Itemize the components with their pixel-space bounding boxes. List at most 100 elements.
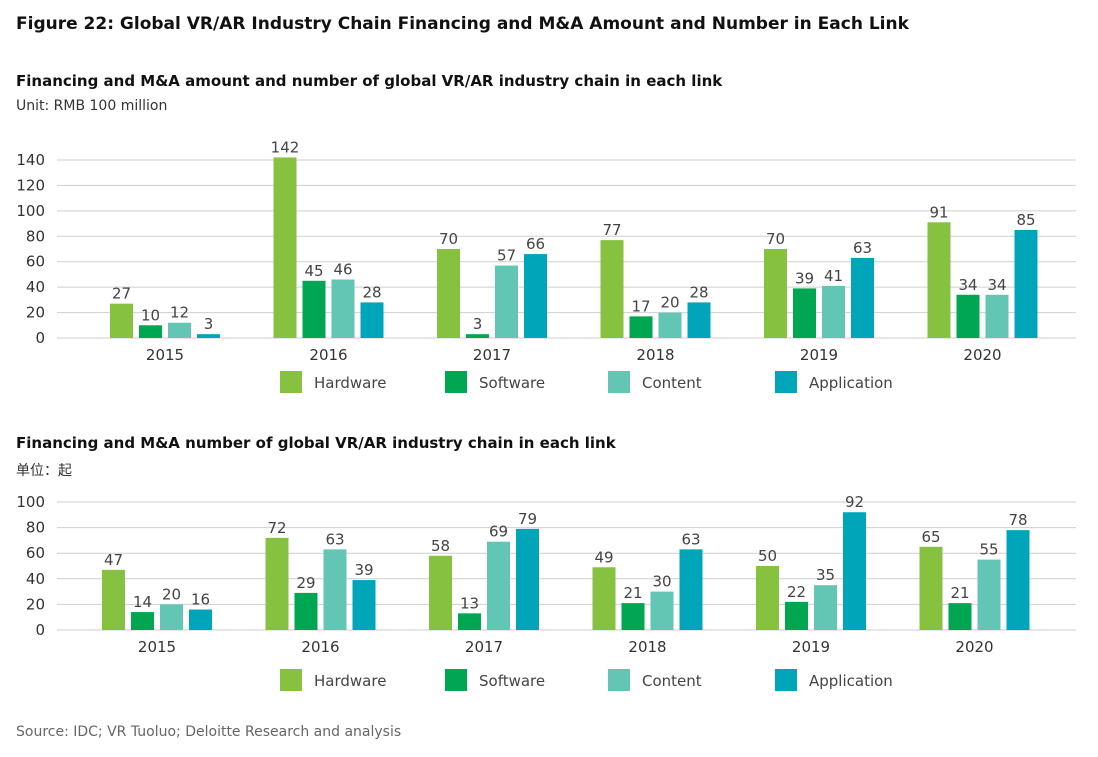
chart1-data-label: 28: [362, 283, 381, 301]
chart2-data-label: 20: [162, 585, 181, 603]
chart2-legend-swatch-content: [608, 669, 630, 691]
chart1-bar-application-2016: [360, 302, 384, 338]
chart1-y-tick-label: 120: [16, 176, 45, 194]
chart2-bar-software-2015: [131, 612, 154, 630]
chart2-legend-swatch-software: [445, 669, 467, 691]
chart1-bar-software-2019: [793, 288, 816, 338]
chart1-category-label-2020: 2020: [963, 346, 1001, 364]
chart1-bar-application-2015: [197, 334, 220, 338]
chart2-data-label: 16: [191, 591, 210, 609]
chart1-data-label: 142: [271, 138, 300, 156]
chart1-data-label: 41: [824, 267, 843, 285]
chart2-bar-application-2016: [352, 580, 376, 630]
chart2-data-label: 58: [431, 537, 450, 555]
chart2-data-label: 30: [652, 573, 671, 591]
chart1-bar-hardware-2018: [600, 240, 624, 338]
chart2-legend-label-content: Content: [642, 672, 702, 690]
source-note: Source: IDC; VR Tuoluo; Deloitte Researc…: [16, 724, 402, 740]
chart1-bar-application-2019: [851, 257, 874, 338]
chart1-data-label: 63: [853, 239, 872, 257]
chart2-legend-label-application: Application: [809, 672, 893, 690]
chart2-bar-software-2017: [458, 613, 481, 630]
chart2-data-label: 35: [816, 566, 835, 584]
chart2-data-label: 49: [594, 548, 613, 566]
chart2-data-label: 14: [133, 593, 152, 611]
chart1-bar-software-2018: [629, 316, 653, 338]
chart2-legend-label-hardware: Hardware: [314, 672, 386, 690]
chart2-data-label: 79: [518, 510, 537, 528]
chart2-y-tick-label: 20: [26, 595, 45, 613]
chart2-legend-label-software: Software: [479, 672, 545, 690]
chart1-y-tick-label: 140: [16, 151, 45, 169]
chart1-bar-software-2020: [956, 294, 980, 338]
chart1-bar-application-2017: [524, 254, 547, 338]
chart1-bar-content-2020: [985, 294, 1009, 338]
chart1-data-label: 20: [660, 294, 679, 312]
chart2-data-label: 39: [354, 561, 373, 579]
chart1-data-label: 70: [439, 230, 458, 248]
chart2-data-label: 22: [787, 583, 806, 601]
chart1-bar-software-2017: [466, 334, 489, 338]
chart2-bar-software-2019: [785, 601, 808, 630]
chart2-title: Financing and M&A number of global VR/AR…: [16, 434, 616, 452]
chart2-bar-content-2016: [323, 549, 347, 630]
chart2-bar-application-2015: [189, 609, 212, 630]
chart1-legend-swatch-hardware: [280, 371, 302, 393]
chart2-data-label: 92: [845, 493, 864, 511]
chart2-category-label-2017: 2017: [465, 638, 503, 656]
chart2-data-label: 72: [267, 519, 286, 537]
chart1-data-label: 91: [929, 203, 948, 221]
chart1-data-label: 39: [795, 269, 814, 287]
chart1-bar-content-2018: [658, 312, 682, 338]
chart1-bar-application-2020: [1014, 229, 1038, 338]
chart1-data-label: 10: [141, 306, 160, 324]
chart1-data-label: 12: [170, 304, 189, 322]
chart1-unit: Unit: RMB 100 million: [16, 98, 168, 114]
chart1-bar-software-2016: [302, 280, 326, 338]
chart1-bar-content-2017: [495, 265, 518, 338]
chart1-bar-hardware-2019: [764, 249, 787, 338]
chart2-legend-swatch-application: [775, 669, 797, 691]
chart2-bar-application-2018: [679, 549, 703, 630]
chart2-bar-hardware-2017: [429, 555, 452, 630]
chart2-bar-application-2019: [843, 512, 866, 630]
chart1-legend-swatch-software: [445, 371, 467, 393]
chart1-data-label: 17: [631, 297, 650, 315]
chart1-category-label-2018: 2018: [636, 346, 674, 364]
chart2-data-label: 50: [758, 547, 777, 565]
chart1-category-label-2017: 2017: [473, 346, 511, 364]
chart1-bar-application-2018: [687, 302, 711, 338]
chart2-y-tick-label: 0: [35, 621, 45, 639]
chart1-data-label: 3: [204, 315, 214, 333]
chart2-y-tick-label: 100: [16, 493, 45, 511]
chart2-bar-application-2020: [1006, 530, 1030, 630]
chart2-data-label: 29: [296, 574, 315, 592]
chart2-data-label: 21: [950, 584, 969, 602]
chart2-data-label: 13: [460, 594, 479, 612]
chart2-bar-software-2016: [294, 592, 318, 630]
chart2-bar-software-2018: [621, 603, 645, 630]
chart1-category-label-2019: 2019: [800, 346, 838, 364]
chart1-legend-label-content: Content: [642, 374, 702, 392]
chart2-bar-hardware-2015: [102, 569, 125, 630]
chart1-legend-label-software: Software: [479, 374, 545, 392]
chart2-category-label-2018: 2018: [628, 638, 666, 656]
chart2-category-label-2020: 2020: [955, 638, 993, 656]
chart2-category-label-2015: 2015: [138, 638, 176, 656]
chart1-data-label: 34: [987, 276, 1006, 294]
chart1-data-label: 77: [602, 221, 621, 239]
chart1-bar-content-2015: [168, 322, 191, 338]
chart1-title: Financing and M&A amount and number of g…: [16, 72, 723, 90]
chart2-bar-hardware-2016: [265, 537, 289, 630]
chart2-data-label: 65: [921, 528, 940, 546]
chart1-data-label: 46: [333, 261, 352, 279]
chart2-bar-content-2017: [487, 541, 510, 630]
chart2-data-label: 63: [325, 530, 344, 548]
chart1-bar-content-2019: [822, 285, 845, 338]
chart1-y-tick-label: 0: [35, 329, 45, 347]
chart2-bar-content-2015: [160, 604, 183, 630]
chart1-bar-hardware-2015: [110, 303, 133, 338]
chart2-bar-hardware-2018: [592, 567, 616, 630]
chart1-bar-hardware-2020: [927, 222, 951, 338]
